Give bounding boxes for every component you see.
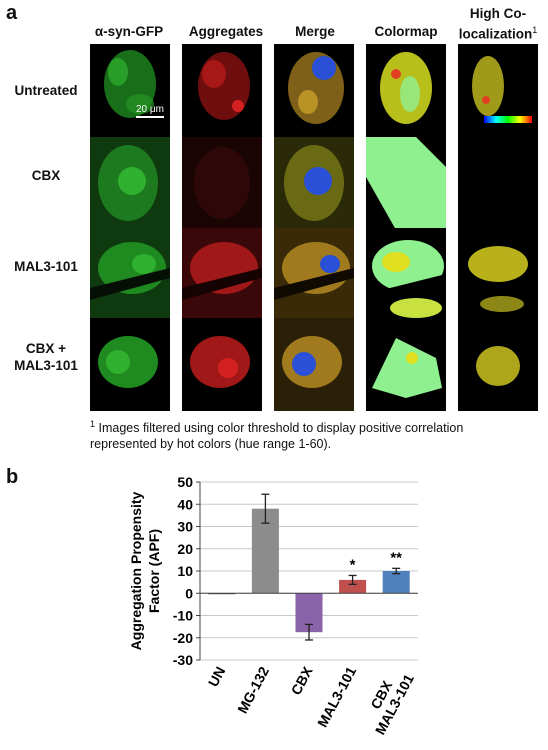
- y-tick-label: 10: [177, 563, 193, 579]
- y-tick-label: 20: [177, 541, 193, 557]
- y-tick-label: 40: [177, 496, 193, 512]
- y-tick-label: -10: [173, 608, 193, 624]
- micrograph-cbx-mal3-101-aggregates: [182, 318, 262, 411]
- row-label-cbx-mal3-101: CBX + MAL3-101: [14, 341, 78, 373]
- micrograph-untreated-aggregates: [182, 44, 262, 137]
- x-tick-label: CBX: [288, 663, 316, 697]
- micrograph-untreated-merge: [274, 44, 354, 137]
- footnote-superscript: 1: [532, 25, 538, 35]
- scale-bar-label: 20 μm: [136, 104, 164, 115]
- column-header-merge: Merge: [295, 24, 335, 39]
- row-label-untreated: Untreated: [14, 83, 78, 98]
- micrograph-cbx-mal3-101-merge: [274, 318, 354, 411]
- micrograph-mal3-101-aggregates: [182, 228, 262, 321]
- significance-marker: *: [350, 556, 356, 573]
- micrograph-cbx-merge: [274, 137, 354, 230]
- column-header-colormap: Colormap: [374, 24, 438, 39]
- y-tick-label: -20: [173, 630, 193, 646]
- micrograph-untreated-colormap: [366, 44, 446, 137]
- row-label-cbx: CBX: [31, 168, 61, 183]
- significance-marker: **: [390, 549, 402, 566]
- scale-bar-line: [136, 116, 164, 118]
- column-header-high-colocalization: High Co-localization1: [452, 6, 544, 43]
- column-header-gfp: α-syn-GFP: [94, 24, 164, 39]
- y-tick-label: 50: [177, 474, 193, 490]
- micrograph-mal3-101-colormap: [366, 228, 446, 321]
- panel-a-letter: a: [6, 2, 18, 24]
- x-tick-label: UN: [205, 664, 229, 689]
- y-tick-label: -30: [173, 652, 193, 668]
- micrograph-mal3-101-high: [458, 228, 538, 321]
- micrograph-cbx-aggregates: [182, 137, 262, 230]
- x-tick-label: MG-132: [234, 664, 272, 716]
- micrograph-mal3-101-merge: [274, 228, 354, 321]
- bar: [339, 579, 367, 594]
- micrograph-cbx-mal3-101-gfp: [90, 318, 170, 411]
- bar: [382, 571, 410, 594]
- x-tick-label: CBXMAL3-101: [358, 664, 417, 738]
- micrograph-cbx-mal3-101-colormap: [366, 318, 446, 411]
- micrograph-cbx-gfp: [90, 137, 170, 230]
- apf-bar-chart: Aggregation Propensity Factor (APF) -30 -2…: [128, 474, 418, 738]
- footnote-marker: 1: [90, 419, 96, 429]
- micrograph-cbx-mal3-101-high: [458, 318, 538, 411]
- x-tick-label: MAL3-101: [314, 664, 359, 730]
- micrograph-mal3-101-gfp: [90, 228, 170, 321]
- micrograph-untreated-high: [458, 44, 538, 137]
- footnote-text: Images filtered using color threshold to…: [90, 421, 464, 452]
- y-axis-label: Aggregation Propensity Factor (APF): [128, 491, 162, 650]
- hue-colorbar: [484, 116, 532, 123]
- row-label-mal3-101: MAL3-101: [14, 259, 78, 274]
- panel-b-letter: b: [6, 466, 19, 488]
- y-tick-label: 0: [185, 585, 193, 601]
- micrograph-cbx-colormap: [366, 137, 446, 230]
- footnote: 1 Images filtered using color threshold …: [90, 416, 530, 452]
- high-colocalization-label: High Co-localization: [458, 6, 533, 42]
- scale-bar: 20 μm: [136, 104, 164, 118]
- column-header-aggregates: Aggregates: [188, 24, 264, 39]
- y-tick-label: 30: [177, 519, 193, 535]
- micrograph-cbx-high: [458, 137, 538, 230]
- micrograph-untreated-gfp: 20 μm: [90, 44, 170, 137]
